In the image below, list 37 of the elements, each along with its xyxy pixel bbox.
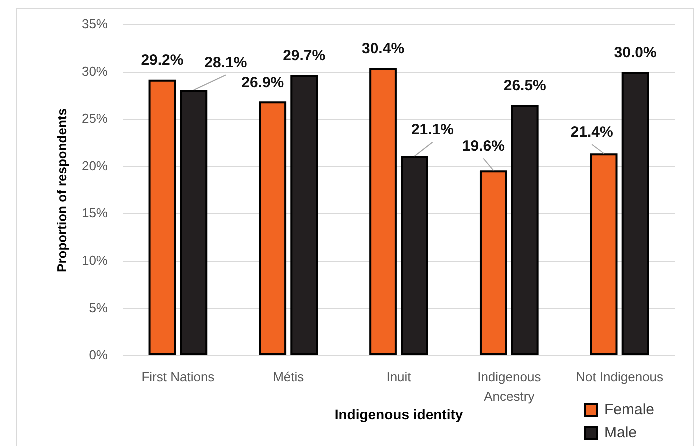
x-tick-label: First Nations [142,369,216,384]
x-axis-title: Indigenous identity [334,406,464,422]
bar [180,90,208,356]
y-tick-label: 0% [89,348,108,363]
data-label: 30.0% [614,44,657,62]
bar [401,156,428,356]
y-tick-label: 25% [82,111,108,126]
legend-label: Male [604,424,638,442]
x-tick-label: Indigenous Ancestry [478,369,542,404]
y-tick-label: 15% [82,206,108,221]
bar [148,80,176,356]
bar [622,72,650,356]
data-label: 29.2% [141,52,184,69]
x-tick-label: Métis [273,369,305,384]
y-tick-label: 35% [82,16,108,32]
x-tick-label: Not Indigenous [576,369,664,384]
x-tick-label: Inuit [386,369,412,384]
bar [511,105,539,356]
bar [370,68,397,356]
data-label: 21.1% [411,122,454,139]
y-axis-title: Proportion of respondents [54,108,70,272]
bar [590,154,618,356]
data-label: 30.4% [362,40,405,58]
data-label: 29.7% [283,47,326,64]
bar [480,170,508,356]
data-label: 26.9% [242,74,284,92]
y-tick-label: 5% [89,300,108,316]
y-tick-label: 10% [82,253,108,268]
data-label: 21.4% [570,124,614,141]
data-label: 28.1% [204,54,248,72]
bar [290,75,318,356]
y-tick-label: 20% [82,158,108,174]
y-tick-label: 30% [82,64,108,79]
data-label: 19.6% [462,138,505,155]
data-label: 26.5% [504,78,546,95]
bar [259,102,287,356]
legend-label: Female [604,402,655,419]
